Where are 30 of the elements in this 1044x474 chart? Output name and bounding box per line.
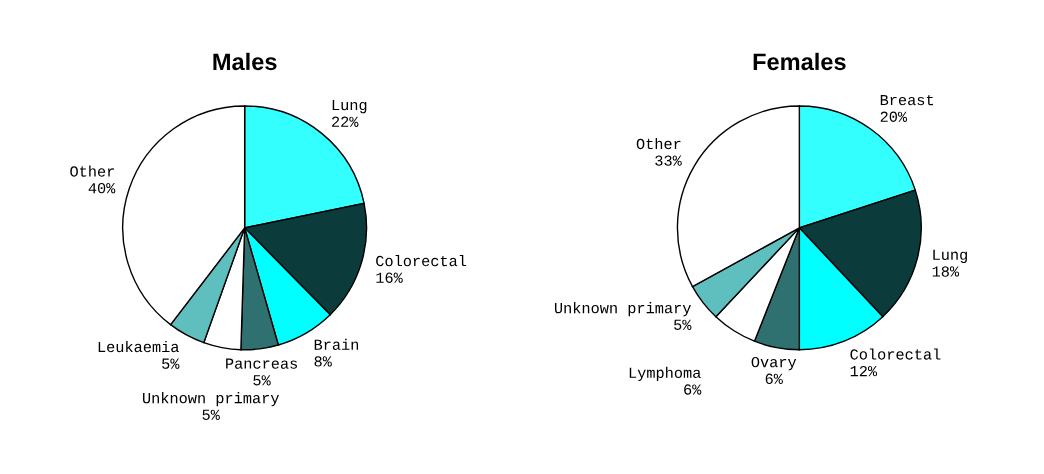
data-label: 5%	[253, 375, 271, 386]
data-label: 12%	[850, 365, 878, 377]
slice-label: Unknown primary	[143, 392, 279, 407]
slice-label: Colorectal	[850, 348, 941, 360]
chart-title: Males	[213, 52, 277, 71]
data-label: 22%	[332, 116, 359, 127]
slice-label: Leukaemia	[98, 340, 179, 353]
slice-label: Other	[636, 137, 681, 150]
data-label: 8%	[314, 356, 332, 367]
data-label: 20%	[880, 111, 908, 122]
chart-title: Females	[753, 52, 846, 71]
data-label: 6%	[765, 373, 783, 384]
slice-label: Pancreas	[226, 358, 298, 369]
slice-label: Lung	[332, 100, 367, 114]
slice-label: Lymphoma	[629, 366, 701, 382]
data-label: 6%	[684, 384, 702, 395]
data-label: 16%	[376, 272, 403, 283]
slice-label: Unknown primary	[554, 302, 691, 317]
slice-label: Lung	[933, 249, 967, 264]
slice-label: Other	[70, 165, 114, 177]
slice-label: Ovary	[751, 356, 797, 371]
data-label: 5%	[162, 358, 180, 369]
data-label: 18%	[932, 266, 960, 277]
data-label: 40%	[88, 182, 116, 194]
data-label: 5%	[202, 409, 220, 420]
slice-label: Breast	[880, 94, 934, 106]
slice-label: Brain	[314, 338, 359, 350]
slice-label: Colorectal	[376, 254, 467, 267]
data-label: 33%	[655, 155, 682, 166]
data-label: 5%	[674, 319, 692, 330]
